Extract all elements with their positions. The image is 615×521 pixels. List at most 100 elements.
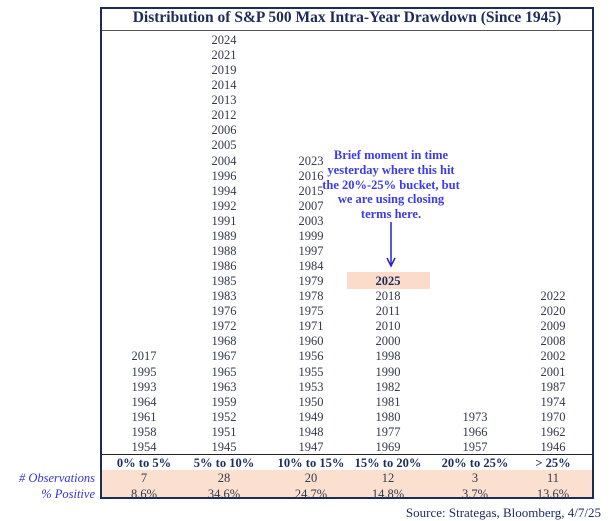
year-cell: 2017 [131,349,157,364]
positive-value: 34.6% [207,487,241,501]
year-cell: 1978 [298,289,324,304]
year-cell: 1987 [540,379,566,394]
year-cell: 1972 [211,319,237,334]
year-cell: 1986 [211,259,237,274]
year-cell: 2002 [540,349,566,364]
year-cell: 2010 [375,319,401,334]
year-cell: 1985 [211,274,237,289]
year-cell: 1949 [298,409,324,424]
year-cell: 1965 [211,364,237,379]
year-cell: 2025 [375,274,401,289]
year-cell: 1995 [131,364,157,379]
year-cell: 1945 [211,439,237,454]
year-cell: 1996 [211,168,237,183]
table-frame [100,7,594,499]
year-cell: 2018 [375,289,401,304]
year-cell: 1975 [298,304,324,319]
year-cell: 1952 [211,409,237,424]
year-cell: 2005 [211,138,237,153]
axis-divider [102,454,592,455]
year-cell: 2001 [540,364,566,379]
annotation-text: Brief moment in time yesterday where thi… [322,148,460,222]
category-label: 0% to 5% [116,456,172,470]
year-cell: 2022 [540,289,566,304]
observations-value: 7 [140,471,148,485]
year-cell: 1976 [211,304,237,319]
year-cell: 1982 [375,379,401,394]
year-cell: 1956 [298,349,324,364]
year-cell: 1983 [211,289,237,304]
year-cell: 2015 [298,183,324,198]
year-cell: 1946 [540,439,566,454]
category-label: 5% to 10% [193,456,255,470]
year-cell: 1964 [131,394,157,409]
year-cell: 1947 [298,439,324,454]
year-cell: 1950 [298,394,324,409]
year-cell: 1967 [211,349,237,364]
observations-label: # Observations [18,471,95,485]
year-cell: 1974 [540,394,566,409]
year-cell: 1992 [211,198,237,213]
source-note: Source: Strategas, Bloomberg, 4/7/25 [405,505,601,520]
year-cell: 2021 [211,48,237,63]
year-cell: 1955 [298,364,324,379]
year-cell: 1979 [298,274,324,289]
year-cell: 2009 [540,319,566,334]
observations-value: 20 [304,471,318,485]
year-cell: 1998 [375,349,401,364]
year-cell: 2023 [298,153,324,168]
highlight-2025 [347,272,430,289]
year-cell: 1993 [131,379,157,394]
year-cell: 1999 [298,228,324,243]
year-cell: 1961 [131,409,157,424]
positive-value: 3.7% [461,487,489,501]
category-label: 20% to 25% [441,456,509,470]
year-cell: 1973 [462,409,488,424]
observations-value: 12 [381,471,395,485]
category-label: 15% to 20% [354,456,422,470]
year-cell: 2020 [540,304,566,319]
year-cell: 1948 [298,424,324,439]
chart-title: Distribution of S&P 500 Max Intra-Year D… [132,9,562,26]
year-cell: 1953 [298,379,324,394]
observations-value: 28 [217,471,231,485]
year-cell: 1994 [211,183,237,198]
year-cell: 1971 [298,319,324,334]
year-cell: 1958 [131,424,157,439]
year-cell: 1968 [211,334,237,349]
year-cell: 2000 [375,334,401,349]
year-cell: 1997 [298,243,324,258]
year-cell: 1954 [131,439,157,454]
year-cell: 2016 [298,168,324,183]
positive-value: 8.6% [130,487,158,501]
year-cell: 1977 [375,424,401,439]
year-cell: 1988 [211,243,237,258]
year-cell: 1990 [375,364,401,379]
year-cell: 1981 [375,394,401,409]
observations-value: 3 [471,471,479,485]
year-cell: 2007 [298,198,324,213]
year-cell: 2012 [211,108,237,123]
year-cell: 2013 [211,93,237,108]
year-cell: 1951 [211,424,237,439]
year-cell: 2006 [211,123,237,138]
stats-background [102,470,592,497]
year-cell: 2014 [211,78,237,93]
observations-value: 11 [546,471,560,485]
year-cell: 1963 [211,379,237,394]
year-cell: 2004 [211,153,237,168]
year-cell: 1959 [211,394,237,409]
year-cell: 1980 [375,409,401,424]
positive-value: 24.7% [294,487,328,501]
year-cell: 1969 [375,439,401,454]
year-cell: 1989 [211,228,237,243]
arrow-down-icon [386,222,396,268]
year-cell: 1960 [298,334,324,349]
category-label: 10% to 15% [277,456,345,470]
year-cell: 2024 [211,33,237,47]
year-cell: 2019 [211,63,237,78]
year-cell: 2003 [298,213,324,228]
year-cell: 1984 [298,259,324,274]
year-cell: 2008 [540,334,566,349]
year-cell: 1991 [211,213,237,228]
